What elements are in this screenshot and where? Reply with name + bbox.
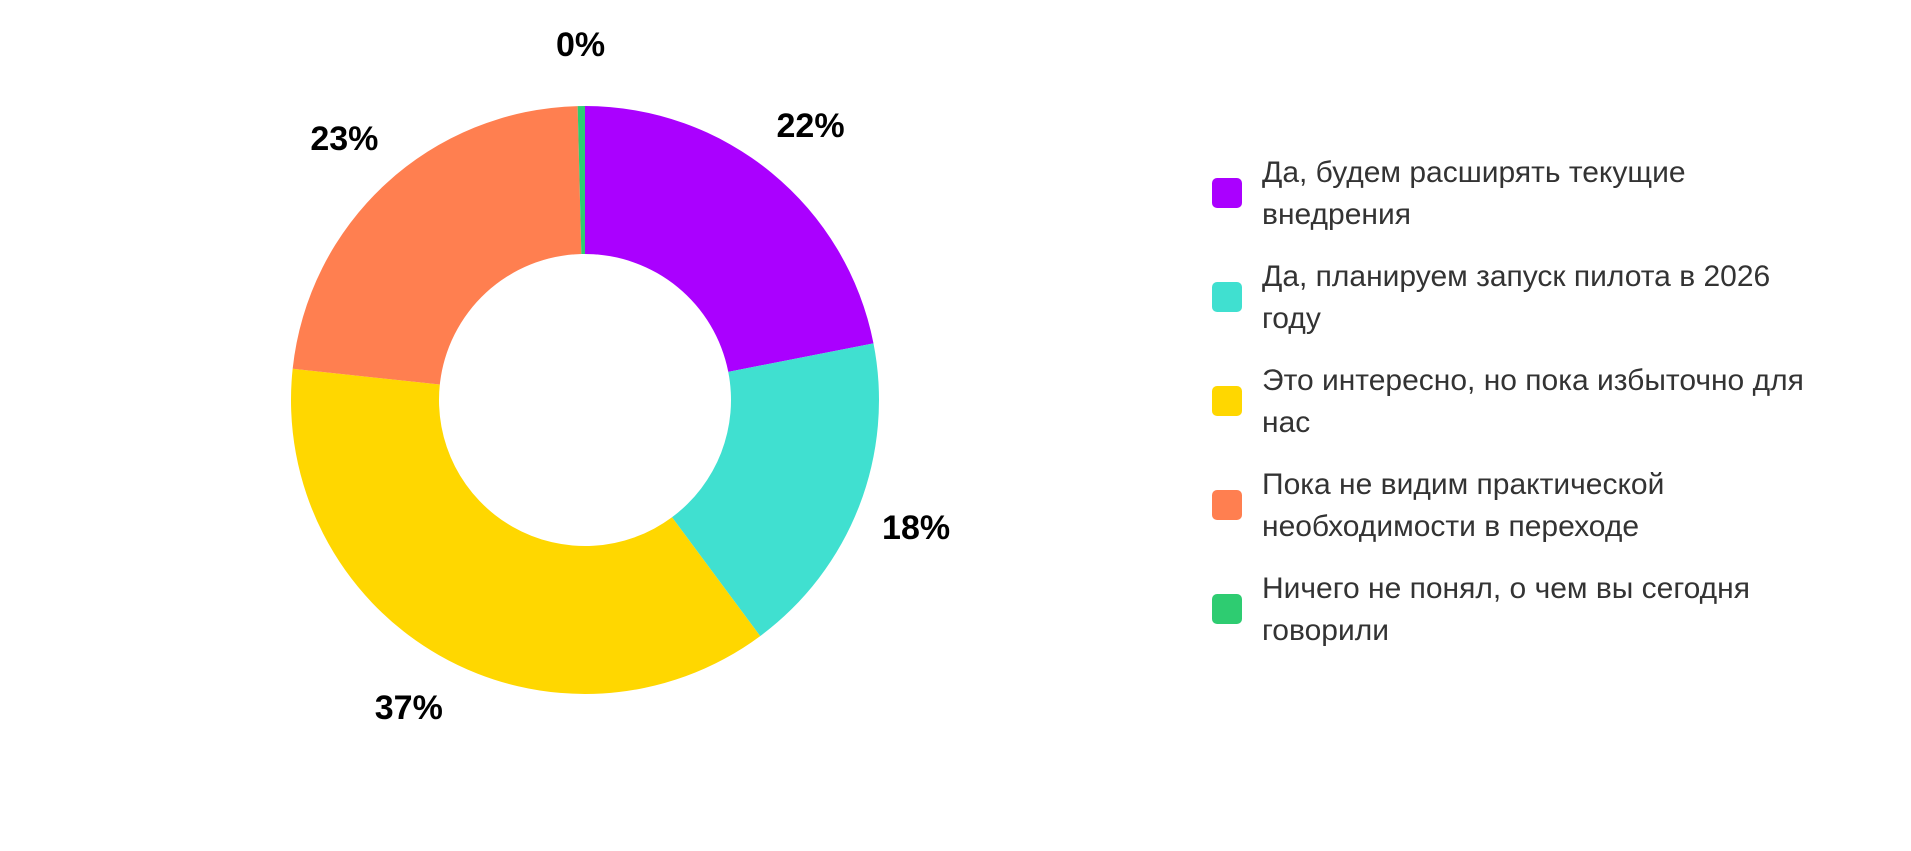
legend-item: Это интересно, но пока избыточно для нас <box>1212 360 1852 464</box>
legend-label: Да, будем расширять текущие внедрения <box>1262 156 1686 231</box>
legend-swatch <box>1212 386 1242 416</box>
legend: Да, будем расширять текущие внедрения Да,… <box>1212 152 1852 672</box>
legend-swatch <box>1212 282 1242 312</box>
slice-2 <box>671 343 879 637</box>
legend-label: Да, планируем запуск пилота в 2026 году <box>1262 260 1771 335</box>
legend-swatch <box>1212 178 1242 208</box>
legend-item: Ничего не понял, о чем вы сегодня говори… <box>1212 568 1852 672</box>
slice-5 <box>577 106 585 255</box>
legend-swatch <box>1212 594 1242 624</box>
slice-1 <box>585 106 874 372</box>
legend-item: Да, планируем запуск пилота в 2026 году <box>1212 256 1852 360</box>
legend-swatch <box>1212 490 1242 520</box>
slice-3 <box>291 368 761 694</box>
slice-4 <box>292 106 582 385</box>
legend-label: Пока не видим практической необходимости… <box>1262 468 1665 543</box>
legend-item: Да, будем расширять текущие внедрения <box>1212 152 1852 256</box>
slices-group <box>291 106 879 694</box>
slice-label-5: 0% <box>556 26 605 64</box>
slice-label-3: 37% <box>375 689 443 727</box>
slice-label-2: 18% <box>882 509 950 547</box>
slice-labels-group: 22% 18% 37% 23% 0% <box>310 26 950 727</box>
slice-label-1: 22% <box>777 107 845 145</box>
legend-label: Ничего не понял, о чем вы сегодня говори… <box>1262 572 1750 647</box>
slice-label-4: 23% <box>310 120 378 158</box>
legend-label: Это интересно, но пока избыточно для нас <box>1262 364 1804 439</box>
legend-item: Пока не видим практической необходимости… <box>1212 464 1852 568</box>
